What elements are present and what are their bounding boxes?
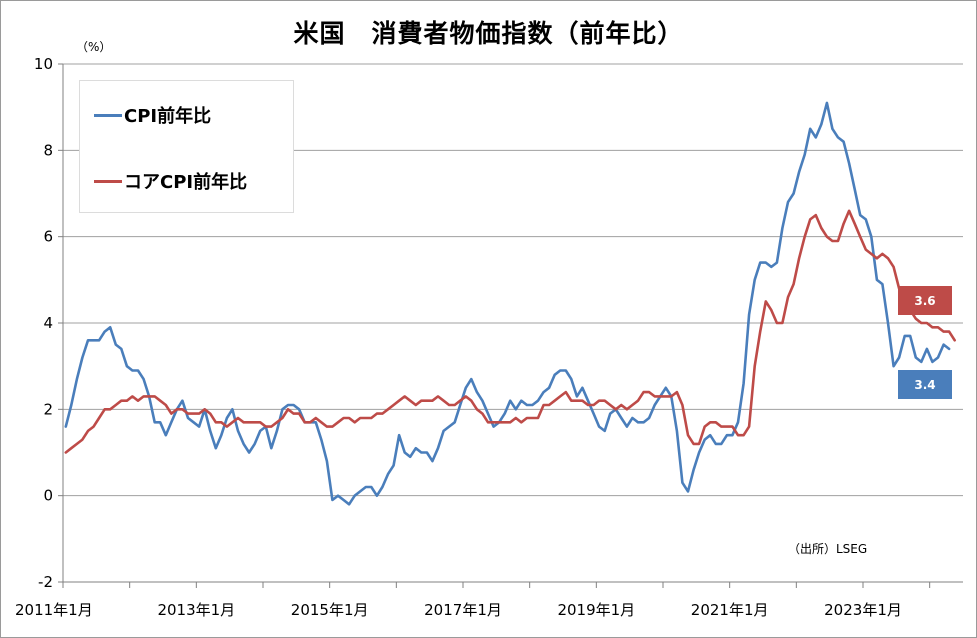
series-lines — [64, 101, 957, 506]
x-tick-label: 2023年1月 — [824, 601, 902, 619]
source-note: （出所）LSEG — [788, 542, 868, 556]
y-tick-labels: -2 0 2 4 6 8 10 — [34, 55, 53, 591]
y-tick-label: -2 — [38, 573, 53, 591]
x-tick-label: 2015年1月 — [291, 601, 369, 619]
series-line-cpi — [64, 101, 951, 506]
axes — [58, 63, 963, 588]
legend-swatch-core-cpi — [94, 179, 122, 183]
y-tick-label: 8 — [43, 141, 53, 159]
y-tick-label: 6 — [43, 228, 53, 246]
x-tick-labels: 2011年1月 2013年1月 2015年1月 2017年1月 2019年1月 2021年… — [15, 601, 902, 619]
x-tick-label: 2011年1月 — [15, 601, 93, 619]
y-tick-label: 4 — [43, 314, 53, 332]
x-tick-label: 2013年1月 — [157, 601, 235, 619]
x-tick-label: 2021年1月 — [691, 601, 769, 619]
chart-title: 米国 消費者物価指数（前年比） — [293, 19, 684, 48]
series-line-core-cpi — [64, 209, 957, 454]
x-tick-label: 2017年1月 — [424, 601, 502, 619]
y-tick-label: 0 — [43, 487, 53, 505]
y-unit-label: （%） — [76, 40, 111, 54]
legend-swatch-cpi — [94, 113, 122, 117]
legend: CPI前年比 コアCPI前年比 — [79, 80, 294, 213]
y-tick-label: 10 — [34, 55, 53, 73]
x-tick-label: 2019年1月 — [557, 601, 635, 619]
legend-label-cpi: CPI前年比 — [124, 106, 212, 127]
legend-item-core-cpi: コアCPI前年比 — [94, 169, 247, 193]
legend-item-cpi: CPI前年比 — [94, 103, 211, 127]
end-label-core-cpi: 3.6 — [898, 286, 952, 315]
legend-label-core-cpi: コアCPI前年比 — [124, 172, 248, 193]
end-label-cpi: 3.4 — [898, 370, 952, 399]
y-tick-label: 2 — [43, 400, 53, 418]
gridlines — [63, 63, 963, 497]
